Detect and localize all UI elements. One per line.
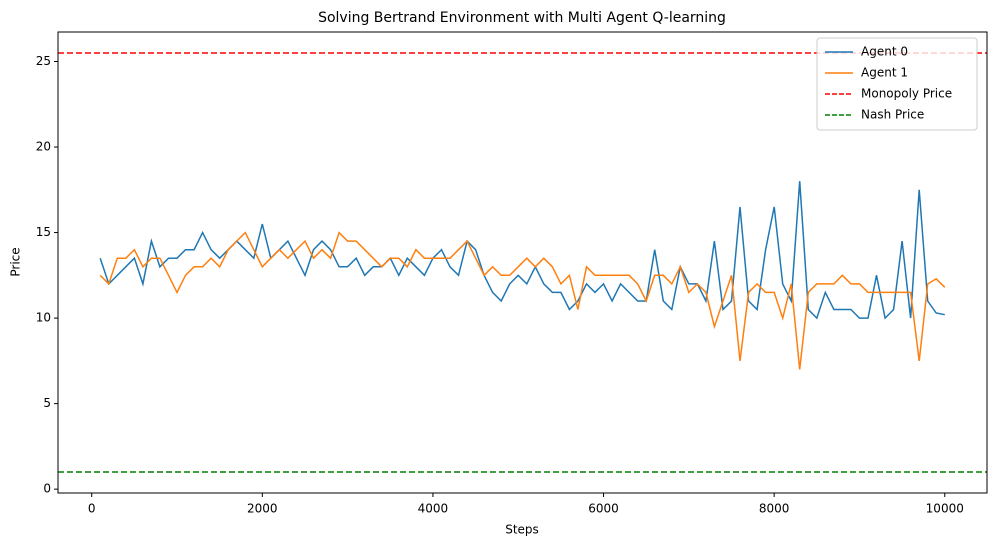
x-tick-label: 0 xyxy=(88,502,96,516)
legend-label: Agent 0 xyxy=(861,45,908,59)
legend-label: Monopoly Price xyxy=(861,87,952,101)
y-tick-label: 15 xyxy=(36,225,51,239)
y-tick-label: 10 xyxy=(36,311,51,325)
y-tick-label: 5 xyxy=(43,396,51,410)
y-axis-label: Price xyxy=(9,247,23,276)
x-tick-label: 6000 xyxy=(588,502,619,516)
x-axis-label: Steps xyxy=(505,523,539,537)
chart-title: Solving Bertrand Environment with Multi … xyxy=(318,10,726,26)
series-line xyxy=(99,231,946,370)
legend-label: Agent 1 xyxy=(861,66,908,80)
legend-box xyxy=(816,37,978,131)
y-tick-label: 20 xyxy=(36,140,51,154)
y-tick-label: 25 xyxy=(36,54,51,68)
x-tick-label: 8000 xyxy=(759,502,790,516)
series-line xyxy=(99,181,945,320)
y-tick-label: 0 xyxy=(43,482,51,496)
legend-label: Nash Price xyxy=(861,108,924,122)
x-tick-label: 10000 xyxy=(926,502,964,516)
x-tick-label: 4000 xyxy=(418,502,449,516)
x-tick-label: 2000 xyxy=(247,502,278,516)
plot-frame xyxy=(57,31,988,494)
